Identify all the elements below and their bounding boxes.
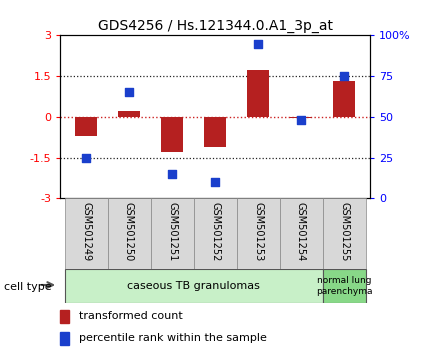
Point — [255, 41, 261, 46]
Bar — [247, 70, 269, 117]
Bar — [322, 198, 366, 269]
Text: cell type: cell type — [4, 282, 52, 292]
Text: caseous TB granulomas: caseous TB granulomas — [127, 281, 260, 291]
Text: percentile rank within the sample: percentile rank within the sample — [79, 333, 267, 343]
Text: GSM501255: GSM501255 — [339, 202, 349, 261]
Point — [212, 179, 218, 185]
Bar — [108, 198, 150, 269]
Text: GSM501249: GSM501249 — [81, 202, 91, 261]
Text: GSM501250: GSM501250 — [124, 202, 134, 261]
Text: GSM501254: GSM501254 — [296, 202, 306, 261]
Point — [83, 155, 89, 160]
Point — [298, 117, 304, 123]
Point — [341, 73, 347, 79]
Bar — [118, 112, 140, 117]
Text: GSM501253: GSM501253 — [253, 202, 263, 261]
Bar — [280, 198, 322, 269]
Bar — [64, 198, 108, 269]
Bar — [322, 269, 366, 303]
Bar — [204, 117, 226, 147]
Bar — [60, 310, 70, 323]
Text: normal lung
parenchyma: normal lung parenchyma — [316, 276, 372, 296]
Bar — [75, 117, 97, 136]
Point — [126, 90, 132, 95]
Text: transformed count: transformed count — [79, 312, 182, 321]
Point — [169, 171, 175, 177]
Text: GSM501252: GSM501252 — [210, 202, 220, 261]
Bar — [237, 198, 280, 269]
Bar — [290, 117, 312, 118]
Bar — [161, 117, 183, 152]
Bar — [333, 81, 355, 117]
Text: GSM501251: GSM501251 — [167, 202, 177, 261]
Bar — [64, 269, 322, 303]
Bar — [150, 198, 194, 269]
Title: GDS4256 / Hs.121344.0.A1_3p_at: GDS4256 / Hs.121344.0.A1_3p_at — [98, 19, 332, 33]
Bar — [194, 198, 236, 269]
Bar — [60, 332, 70, 345]
